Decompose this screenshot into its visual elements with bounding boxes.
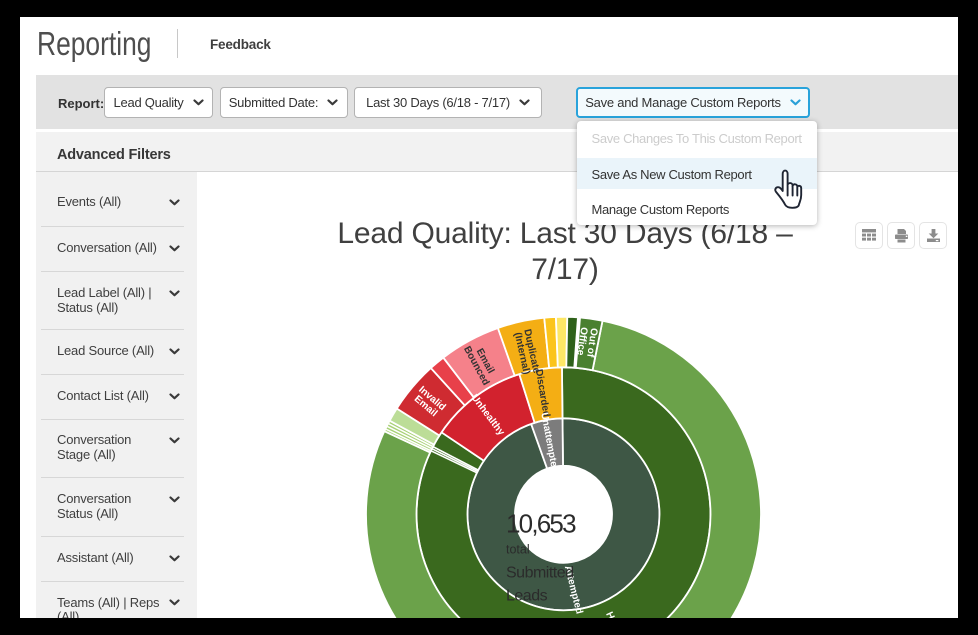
svg-text:Leads: Leads — [506, 588, 548, 605]
svg-text:Unhealthy: Unhealthy — [469, 392, 507, 438]
svg-text:total: total — [506, 542, 530, 556]
svg-text:Out of: Out of — [584, 327, 599, 358]
svg-text:(Internal): (Internal) — [512, 331, 532, 375]
svg-text:Office: Office — [574, 326, 589, 356]
svg-text:Unattempted: Unattempted — [538, 412, 560, 474]
svg-text:10,653: 10,653 — [506, 509, 576, 539]
svg-text:Healthy: Healthy — [603, 610, 628, 618]
svg-text:Email: Email — [412, 394, 440, 420]
svg-text:Email: Email — [474, 347, 497, 376]
svg-text:Invalid: Invalid — [416, 384, 447, 413]
svg-text:Duplicate: Duplicate — [521, 328, 542, 375]
svg-text:Submitted: Submitted — [506, 565, 574, 582]
svg-text:Attempted: Attempted — [562, 565, 585, 616]
svg-text:Bounced: Bounced — [461, 345, 491, 388]
svg-text:Discarded: Discarded — [533, 368, 552, 418]
